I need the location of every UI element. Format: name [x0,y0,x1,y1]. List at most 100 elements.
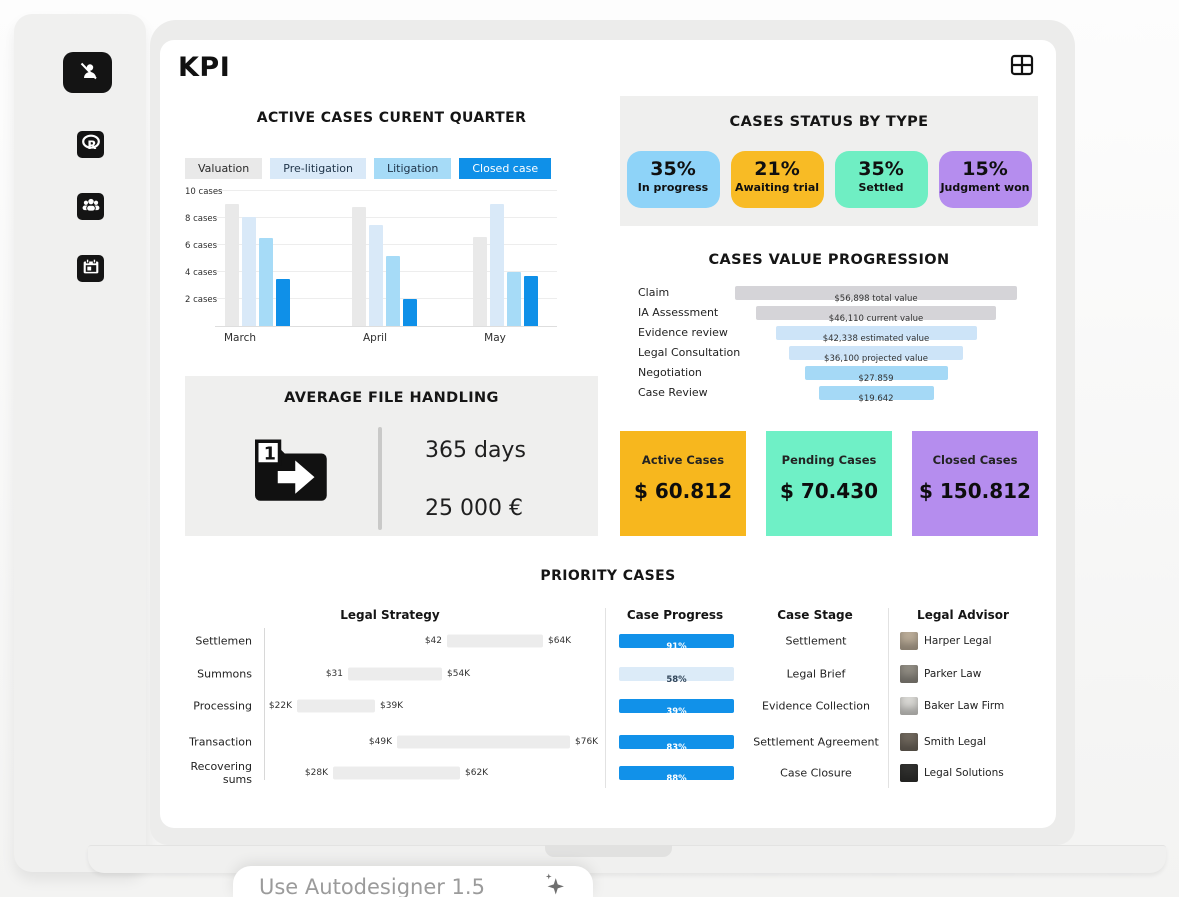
card-label: Closed Cases [932,453,1018,467]
status-percent: 35% [650,158,696,180]
funnel-bar-value: $27.859 [858,374,894,384]
summary-cards: Active Cases $ 60.812 Pending Cases $ 70.43… [620,431,1038,536]
card-label: Active Cases [641,453,725,467]
summary-card-pending-cases: Pending Cases $ 70.430 [766,431,892,536]
funnel-bar-value: $42,338 estimated value [822,334,930,344]
status-by-type-panel: CASES STATUS BY TYPE 35% In progress 21% Aw… [620,96,1038,226]
x-axis-label: March [223,332,257,344]
funnel-row-label: Claim [638,286,670,299]
status-label: Awaiting trial [734,181,820,194]
range-max-label: $64K [548,636,572,646]
priority-row-name: Settlemen [195,634,252,648]
advisor-name: Smith Legal [924,736,987,748]
case-stage-label: Case Closure [780,766,852,780]
progress-value: 91% [666,642,687,652]
progress-bar: 39% [619,699,734,717]
kpi-dashboard: KPI ACTIVE CASES CURENT QUARTER Valuatio… [160,40,1056,828]
user-slash-icon [75,59,101,87]
range-min-label: $28K [304,768,328,778]
toolbar-button-r[interactable]: R [77,131,104,158]
status-chip-row: 35% In progress 21% Awaiting trial 35% Settle… [626,151,1032,208]
progress-value: 88% [666,774,687,784]
x-axis-label: April [363,332,387,344]
advisor-name: Harper Legal [924,635,992,647]
status-label: In progress [637,181,709,194]
strategy-range-bar [333,766,460,780]
prompt-text: Use Autodesigner 1.5 [259,875,485,897]
sparkle-icon [539,870,569,897]
y-axis-label: 8 cases [185,214,218,224]
bar [225,204,239,326]
value-progression-funnel: Claim $56,898 total value IA Assessment $46… [620,280,1038,450]
funnel-bar: $19.642 [818,386,934,404]
funnel-row-label: Evidence review [638,326,728,339]
grid-view-icon[interactable] [1010,54,1034,76]
bar [276,279,290,326]
value-progression-title: CASES VALUE PROGRESSION [708,252,950,268]
case-stage-label: Legal Brief [786,667,846,681]
priority-row-name: Summons [197,667,252,681]
x-axis-label: May [484,332,506,344]
file-handling-panel: AVERAGE FILE HANDLING 1 365 days 25 000 … [185,376,598,536]
legend-chip-pre-litigation[interactable]: Pre-litigation [270,158,366,179]
bar-group-march [225,204,290,326]
column-header-case-progress: Case Progress [626,608,724,622]
folder-transfer-icon: 1 [248,436,332,510]
y-axis-label: 2 cases [185,295,218,305]
column-divider [888,608,889,788]
card-value: $ 60.812 [633,479,733,503]
advisor-photo [900,764,918,782]
funnel-bar: $36,100 projected value [789,346,963,364]
priority-row-name: Recovering sums [190,759,252,786]
case-stage-label: Settlement Agreement [753,735,879,749]
toolbar-button-user[interactable] [63,52,112,93]
status-chip-settled: 35% Settled [834,151,928,208]
funnel-row-label: Negotiation [638,366,702,379]
funnel-bar-value: $46,110 current value [828,314,924,324]
range-max-label: $54K [447,669,471,679]
legend-chip-closed-case[interactable]: Closed case [459,158,552,179]
funnel-row-label: Legal Consultation [638,346,741,359]
status-chip-judgment-won: 15% Judgment won [938,151,1032,208]
file-duration: 365 days [425,438,526,463]
autodesigner-prompt-bar[interactable]: Use Autodesigner 1.5 [233,866,593,897]
bar [403,299,417,326]
column-divider [605,608,606,788]
legend-chip-litigation[interactable]: Litigation [374,158,452,179]
priority-cases-table: Legal Strategy Case Progress Case Stage Leg… [185,600,1038,815]
range-min-label: $31 [325,669,343,679]
progress-bar: 88% [619,766,734,784]
strategy-range-bar [348,667,442,681]
chart-legend: Valuation Pre-litigation Litigation Closed … [185,158,598,179]
bar [507,272,521,326]
bar-group-may [473,204,538,326]
range-max-label: $39K [380,701,404,711]
status-percent: 21% [754,158,800,180]
range-min-label: $22K [268,701,292,711]
page-title: KPI [178,52,231,83]
active-cases-bar-chart: 2 cases 4 cases 6 cases 8 cases 10 cases Marc… [185,187,598,355]
legend-chip-valuation[interactable]: Valuation [185,158,263,179]
gridline [215,217,557,218]
range-max-label: $62K [465,768,489,778]
priority-cases-title: PRIORITY CASES [540,568,676,584]
advisor-photo [900,665,918,683]
progress-bar: 58% [619,667,734,685]
funnel-bar: $46,110 current value [756,306,996,324]
range-min-label: $42 [424,636,442,646]
funnel-bar: $27.859 [804,366,948,384]
bar [259,238,273,326]
toolbar-button-team[interactable] [77,193,104,220]
funnel-row-label: Case Review [638,386,708,399]
column-header-case-stage: Case Stage [777,608,853,622]
laptop-hinge-notch [545,845,672,857]
funnel-bar: $42,338 estimated value [775,326,977,344]
bar [352,207,366,326]
svg-text:1: 1 [264,445,276,465]
range-min-label: $49K [368,737,392,747]
active-cases-title: ACTIVE CASES CURENT QUARTER [256,110,527,126]
status-label: Settled [858,181,904,194]
progress-bar: 83% [619,735,734,753]
toolbar-button-calendar[interactable] [77,255,104,282]
bar [524,276,538,326]
